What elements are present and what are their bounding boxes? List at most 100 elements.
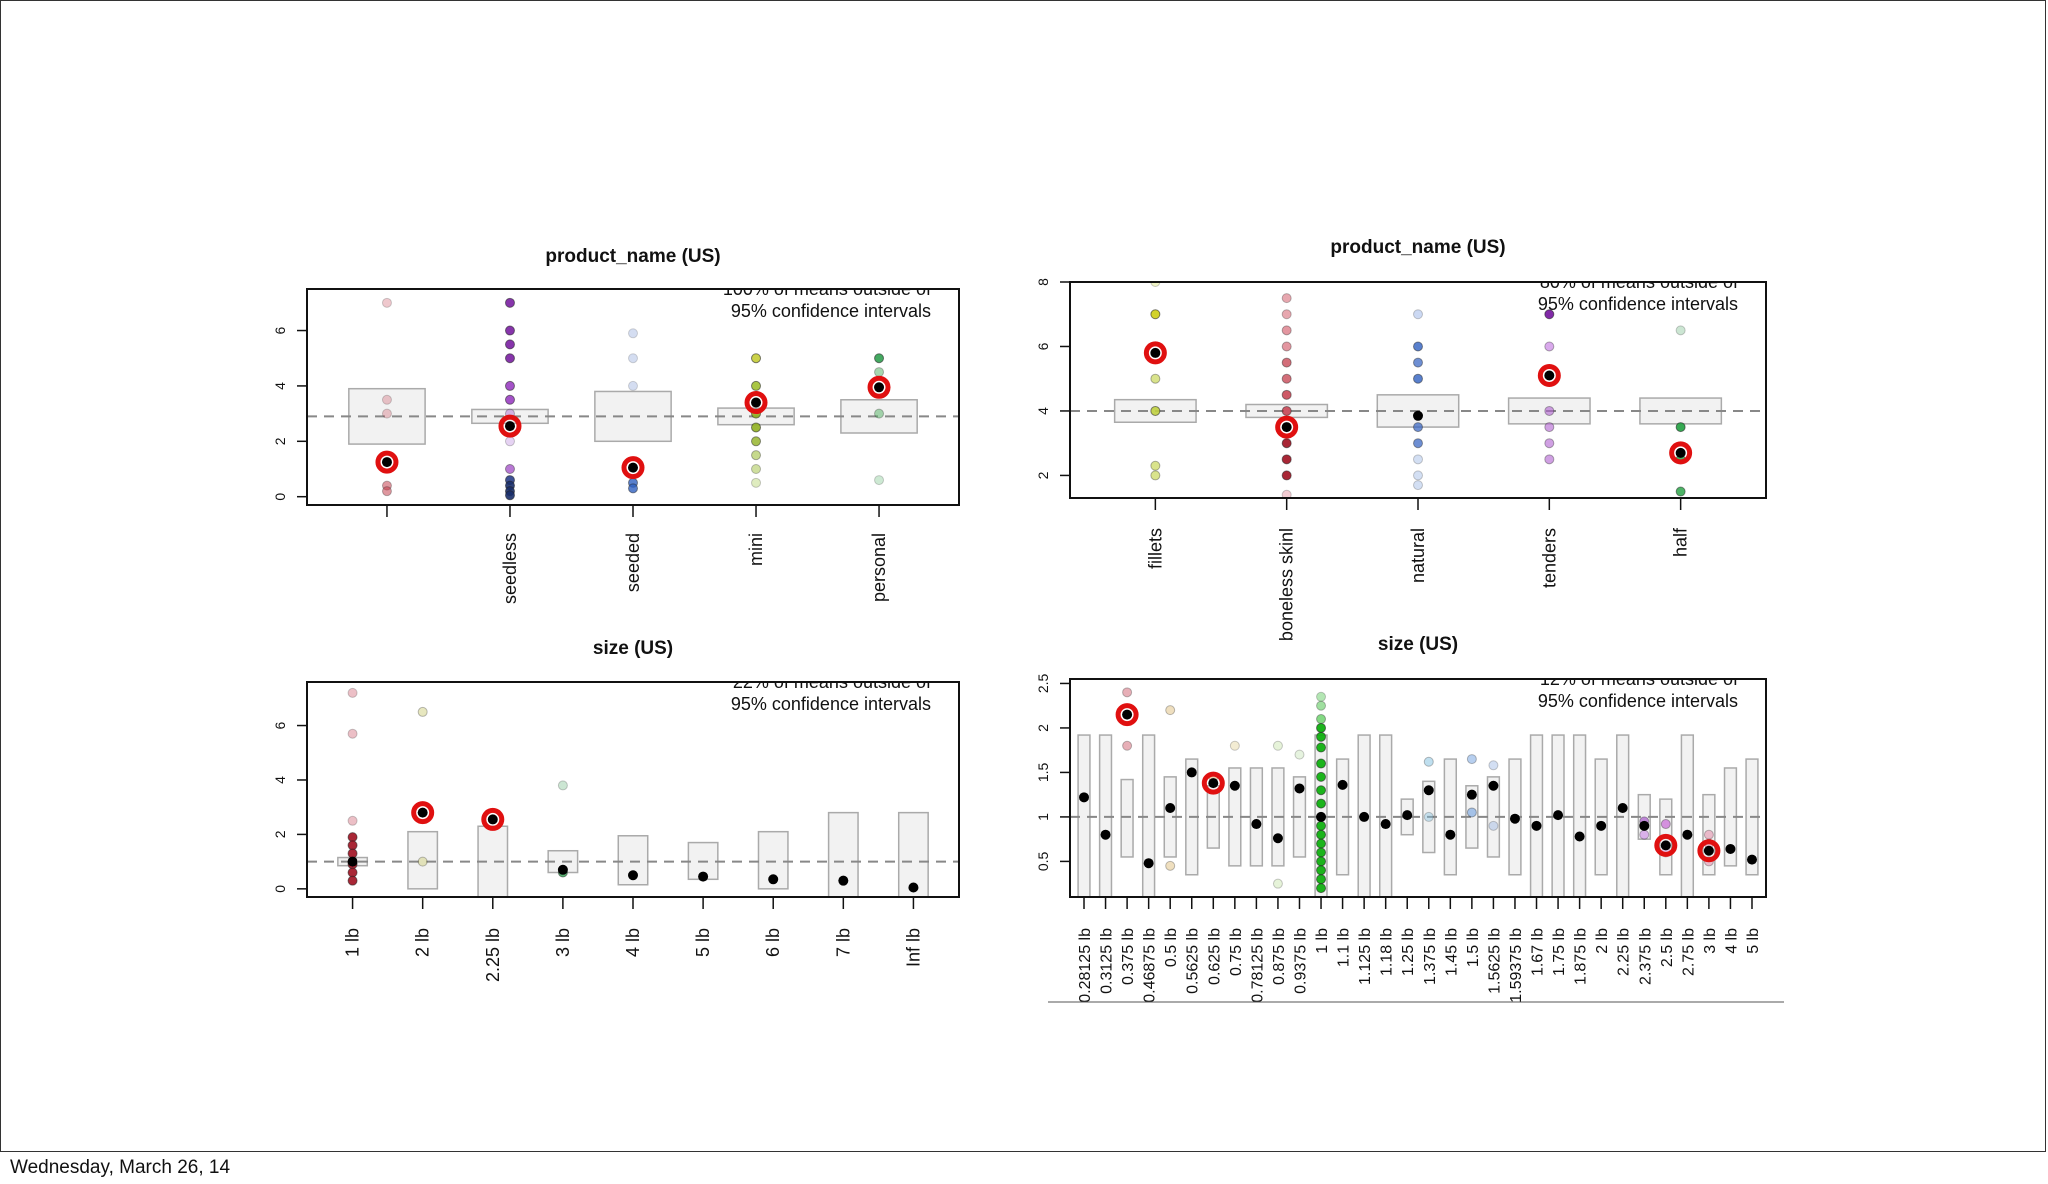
y-tick-label: 0.5 [1035, 851, 1051, 871]
data-point [1316, 691, 1327, 702]
x-category-label: boneless skinl [1277, 528, 1297, 641]
x-category-label: tenders [1539, 528, 1559, 588]
mean-point [1294, 783, 1305, 794]
data-point [1122, 740, 1133, 751]
slide-frame [0, 0, 2046, 1152]
mean-outside-marker [1537, 363, 1561, 387]
data-point [1544, 341, 1555, 352]
data-point [1423, 811, 1434, 822]
data-point [504, 325, 515, 336]
data-point [347, 848, 358, 859]
data-point [1294, 749, 1305, 760]
data-point [1544, 454, 1555, 465]
x-category-label: 0.3125 lb [1099, 928, 1116, 994]
data-point [1281, 293, 1292, 304]
mean-point [628, 870, 638, 881]
data-point [1281, 325, 1292, 336]
x-category-label: 4 lb [1723, 928, 1740, 954]
mean-point [1337, 779, 1348, 790]
annotation-line-2: 95% confidence intervals [731, 301, 931, 321]
data-point [751, 436, 762, 447]
mean-point [1488, 780, 1499, 791]
mean-point [1445, 829, 1456, 840]
data-point [1316, 700, 1327, 711]
x-category-label: 1.59375 lb [1508, 928, 1525, 1003]
mean-outside-marker [498, 414, 522, 438]
data-point [1150, 460, 1161, 471]
mean-point [381, 457, 392, 468]
mean-outside-marker [1201, 771, 1225, 795]
mean-point [1380, 819, 1391, 830]
x-category-label: 1.375 lb [1422, 928, 1439, 985]
data-point [1281, 373, 1292, 384]
mean-point [1617, 803, 1628, 814]
y-tick-label: 0 [272, 493, 288, 501]
data-point [1229, 740, 1240, 751]
data-point [751, 477, 762, 488]
y-tick-label: 8 [1035, 278, 1051, 286]
mean-point [1402, 810, 1413, 821]
y-tick-label: 2 [272, 830, 288, 838]
mean-point [1122, 709, 1133, 720]
mean-point [1143, 858, 1154, 869]
data-point [1413, 438, 1423, 449]
data-point [1316, 785, 1327, 796]
mean-outside-marker [411, 801, 435, 825]
x-category-label: 1 lb [1314, 928, 1331, 954]
mean-point [1639, 820, 1650, 831]
y-tick-label: 6 [1035, 342, 1051, 350]
x-category-label: seedless [500, 533, 520, 604]
x-category-label: 1.45 lb [1443, 928, 1460, 976]
chart-title: product_name (US) [1330, 237, 1505, 258]
mean-outside-marker [1697, 839, 1721, 863]
data-point [1281, 341, 1292, 352]
data-point [1544, 422, 1555, 433]
data-point [1316, 883, 1327, 894]
data-point [347, 867, 358, 878]
x-category-label: 0.9375 lb [1292, 928, 1309, 994]
data-point [1413, 373, 1423, 384]
chart-title: size (US) [593, 638, 673, 659]
data-point [751, 422, 762, 433]
x-category-label: fillets [1145, 528, 1165, 569]
plot-area [307, 687, 959, 897]
x-category-label: 6 lb [763, 928, 783, 957]
mean-point [557, 864, 568, 875]
mean-point [1682, 829, 1693, 840]
mean-point [768, 874, 779, 885]
mean-point [487, 814, 498, 825]
mean-point [1229, 780, 1240, 791]
x-category-label: personal [869, 533, 889, 602]
mean-point [838, 875, 849, 886]
data-point [1165, 705, 1176, 716]
mean-point [1574, 831, 1585, 842]
y-tick-label: 6 [272, 326, 288, 334]
y-tick-label: 2 [272, 437, 288, 445]
mean-point [1423, 785, 1434, 796]
data-point [347, 875, 358, 886]
data-point [347, 815, 358, 826]
data-point [417, 856, 428, 867]
data-point [1150, 282, 1161, 287]
x-category-label: 0.46875 lb [1142, 928, 1159, 1003]
x-category-label: mini [746, 533, 766, 566]
mean-point [1165, 803, 1176, 814]
data-point [1423, 756, 1434, 767]
mean-point [1531, 820, 1542, 831]
data-point [1272, 740, 1283, 751]
data-point [874, 367, 885, 378]
data-point [504, 297, 515, 308]
data-point [1281, 389, 1292, 400]
mean-point [628, 462, 638, 473]
x-category-label: 1.67 lb [1530, 928, 1547, 976]
data-point [1413, 470, 1423, 481]
data-point [504, 436, 515, 447]
mean-outside-marker [1275, 415, 1299, 439]
x-category-label: 0.28125 lb [1077, 928, 1094, 1003]
x-category-label: 1 lb [343, 928, 363, 957]
x-category-label: 2 lb [1594, 928, 1611, 954]
data-point [1703, 829, 1714, 840]
annotation-line-2: 95% confidence intervals [1538, 294, 1738, 314]
chart-2: product_name (US) 80% of means outside of… [1035, 237, 1767, 641]
x-category-label: 1.25 lb [1400, 928, 1417, 976]
